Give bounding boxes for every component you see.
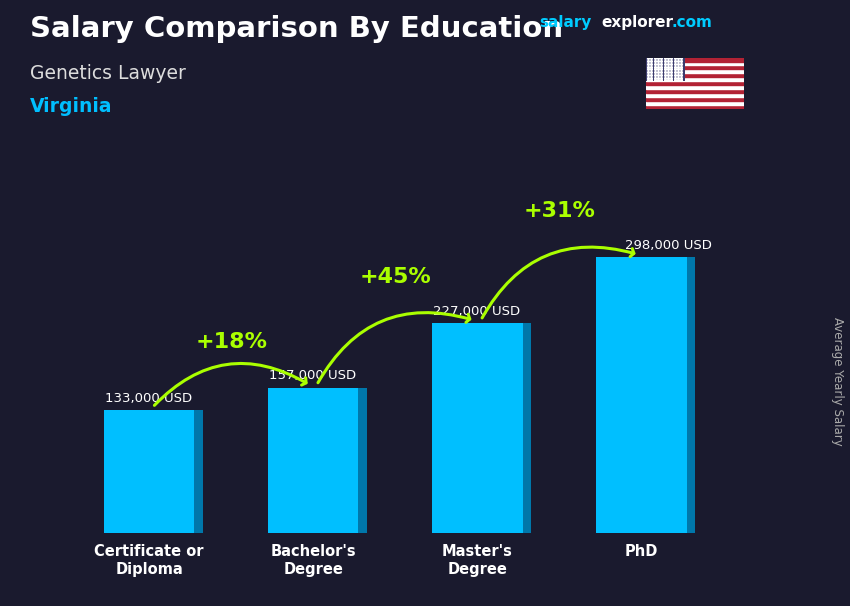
FancyBboxPatch shape bbox=[269, 388, 359, 533]
Text: 157,000 USD: 157,000 USD bbox=[269, 370, 356, 382]
Bar bbox=[646, 62, 744, 65]
Bar bbox=[646, 93, 744, 97]
Polygon shape bbox=[687, 258, 695, 533]
Text: +31%: +31% bbox=[524, 201, 596, 221]
Text: +45%: +45% bbox=[360, 267, 431, 287]
Bar bbox=[646, 105, 744, 109]
Bar bbox=[646, 101, 744, 105]
Bar bbox=[646, 65, 744, 70]
FancyBboxPatch shape bbox=[597, 258, 687, 533]
Text: 227,000 USD: 227,000 USD bbox=[434, 305, 520, 318]
Text: .com: .com bbox=[672, 15, 712, 30]
Bar bbox=[646, 58, 744, 62]
Bar bbox=[646, 97, 744, 101]
Bar bbox=[646, 70, 744, 73]
Text: Genetics Lawyer: Genetics Lawyer bbox=[30, 64, 185, 82]
Bar bbox=[646, 89, 744, 93]
Bar bbox=[646, 78, 744, 81]
FancyBboxPatch shape bbox=[104, 410, 195, 533]
Text: 298,000 USD: 298,000 USD bbox=[626, 239, 712, 252]
Text: 133,000 USD: 133,000 USD bbox=[105, 391, 192, 405]
Text: salary: salary bbox=[540, 15, 592, 30]
Text: explorer: explorer bbox=[602, 15, 674, 30]
Polygon shape bbox=[523, 323, 530, 533]
Bar bbox=[646, 73, 744, 78]
Bar bbox=[646, 58, 685, 81]
Text: Salary Comparison By Education: Salary Comparison By Education bbox=[30, 15, 563, 43]
Bar bbox=[646, 85, 744, 89]
Text: Virginia: Virginia bbox=[30, 97, 112, 116]
Bar bbox=[646, 81, 744, 85]
Text: +18%: +18% bbox=[196, 332, 267, 352]
Polygon shape bbox=[195, 410, 202, 533]
FancyBboxPatch shape bbox=[433, 323, 523, 533]
Text: Average Yearly Salary: Average Yearly Salary bbox=[830, 318, 844, 446]
Polygon shape bbox=[359, 388, 366, 533]
